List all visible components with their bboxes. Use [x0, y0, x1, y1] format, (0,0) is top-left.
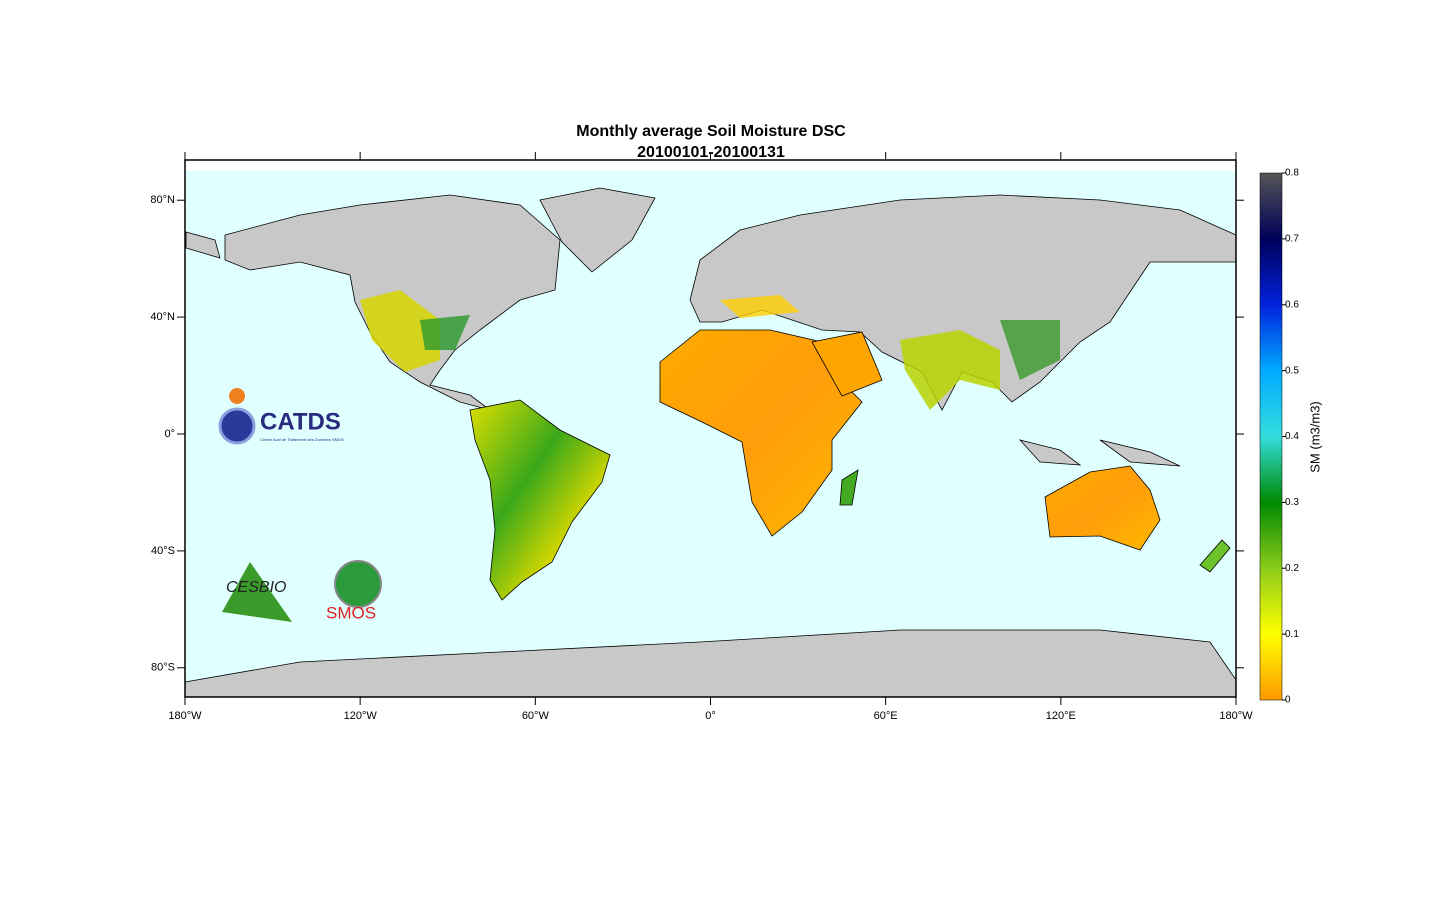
- land: [184, 187, 1237, 698]
- colorbar-tick-label: 0.6: [1285, 299, 1299, 310]
- colorbar-tick-label: 0.4: [1285, 431, 1299, 442]
- colorbar-tick-label: 0.8: [1285, 168, 1299, 179]
- colorbar-tick-label: 0.7: [1285, 234, 1299, 245]
- cesbio-logo: CESBIO: [222, 562, 292, 622]
- colorbar-tick-label: 0.5: [1285, 365, 1299, 376]
- colorbar-label: SM (m3/m3): [1307, 401, 1322, 473]
- logo-text: CESBIO: [226, 579, 286, 596]
- x-tick-label: 180°W: [1219, 710, 1253, 722]
- x-tick-label: 60°E: [874, 710, 898, 722]
- map-subtitle: 20100101-20100131: [637, 144, 785, 161]
- logo-triangle: [222, 562, 292, 622]
- y-tick-label: 0°: [164, 428, 175, 440]
- x-tick-label: 0°: [705, 710, 716, 722]
- x-tick-label: 120°E: [1046, 710, 1076, 722]
- map-title: Monthly average Soil Moisture DSC: [576, 123, 846, 140]
- y-tick-label: 80°S: [151, 662, 175, 674]
- y-tick-label: 40°S: [151, 545, 175, 557]
- logo-text: SMOS: [326, 603, 376, 622]
- x-tick-label: 180°W: [168, 710, 202, 722]
- colorbar-tick-label: 0.1: [1285, 629, 1299, 640]
- x-tick-label: 120°W: [344, 710, 378, 722]
- colorbar-tick-label: 0.3: [1285, 497, 1299, 508]
- logo-globe: [334, 560, 382, 608]
- colorbar-tick-label: 0: [1285, 695, 1291, 706]
- colorbar: [1259, 172, 1283, 701]
- colorbar-tick-label: 0.2: [1285, 563, 1299, 574]
- catds-logo: CATDS Centre Aval de Traitement des Donn…: [218, 388, 344, 445]
- x-tick-label: 60°W: [522, 710, 550, 722]
- logo-satellite: [229, 388, 245, 404]
- logo-text: CATDS: [260, 408, 341, 435]
- smos-logo: SMOS: [326, 560, 382, 622]
- logo-globe: [218, 407, 256, 445]
- y-tick-label: 80°N: [150, 194, 175, 206]
- logo-subtext: Centre Aval de Traitement des Données SM…: [260, 437, 344, 442]
- y-tick-label: 40°N: [150, 311, 175, 323]
